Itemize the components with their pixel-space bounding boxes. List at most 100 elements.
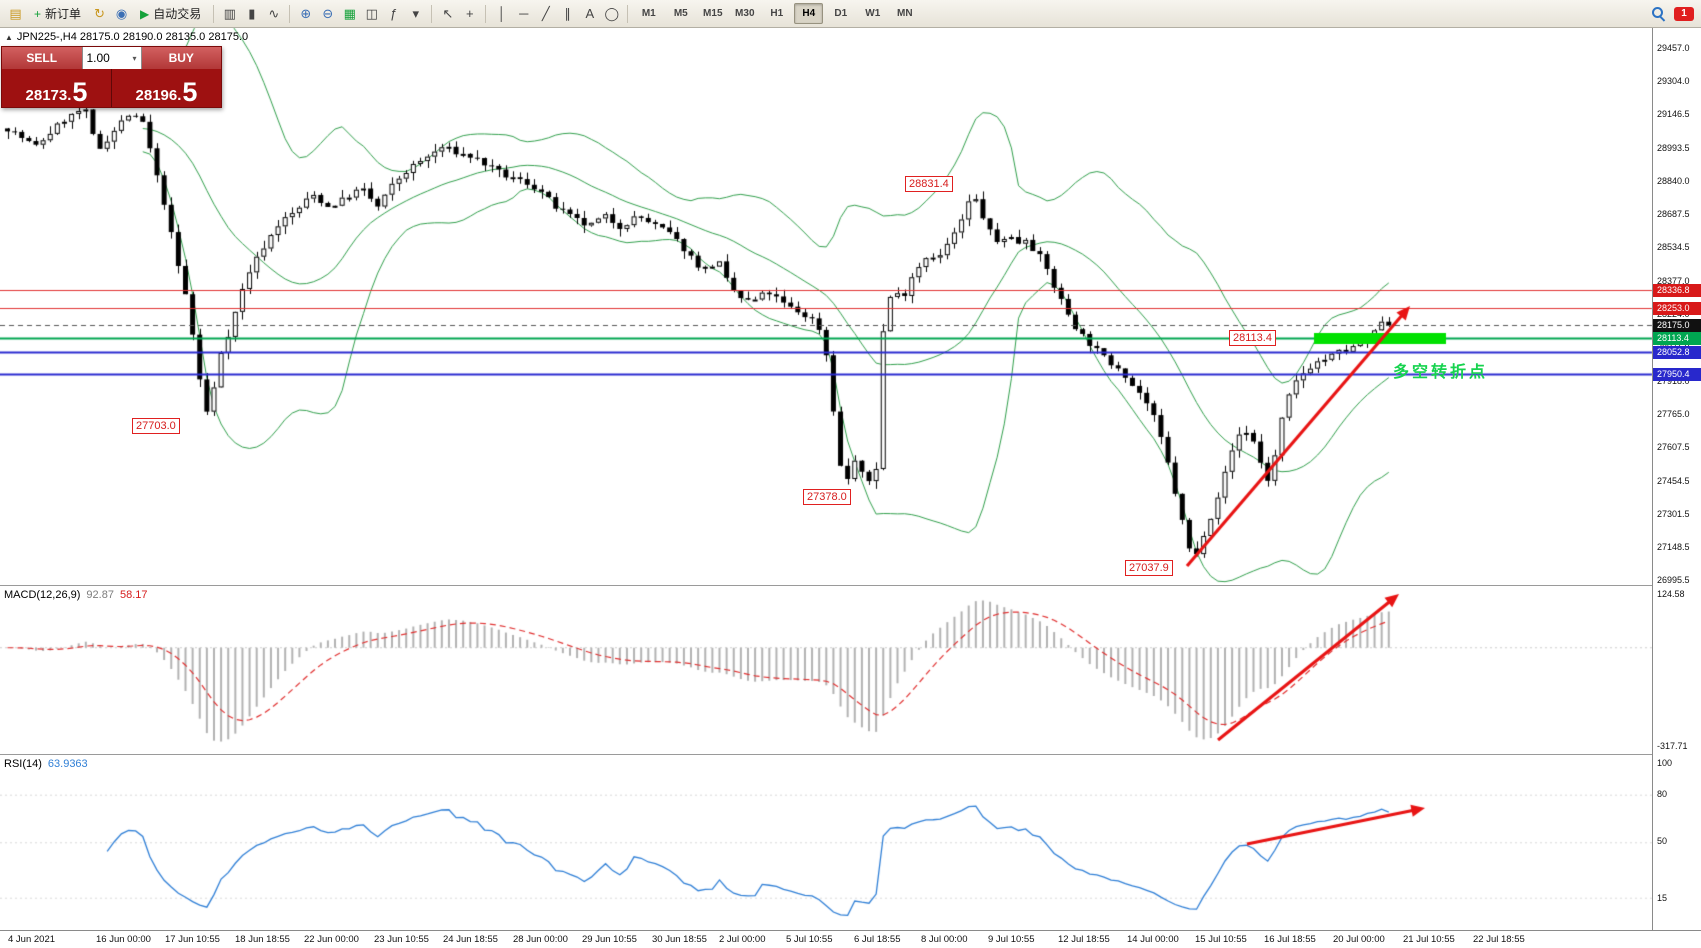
shapes-tool-icon[interactable]: ◯ bbox=[604, 5, 620, 21]
time-axis-label: 16 Jun 00:00 bbox=[96, 934, 151, 945]
indicators-icon[interactable]: ƒ bbox=[390, 6, 398, 21]
tf-button-m15[interactable]: M15 bbox=[703, 8, 723, 19]
text-tool-icon[interactable]: A bbox=[585, 6, 595, 21]
new-order-label: 新订单 bbox=[45, 7, 82, 21]
price-callout[interactable]: 27378.0 bbox=[803, 489, 851, 505]
time-axis-label: 6 Jul 18:55 bbox=[854, 934, 901, 945]
buy-button[interactable]: 28196. 5 bbox=[112, 69, 221, 107]
price-callout[interactable]: 28113.4 bbox=[1229, 330, 1276, 346]
sell-button[interactable]: 28173. 5 bbox=[2, 69, 112, 107]
time-axis-label: 16 Jul 18:55 bbox=[1264, 934, 1316, 945]
price-tick: 27301.5 bbox=[1657, 509, 1690, 519]
rsi-axis-tick: 100 bbox=[1657, 758, 1673, 768]
tile-windows-icon[interactable]: ▦ bbox=[343, 5, 356, 21]
price-callout[interactable]: 28831.4 bbox=[905, 176, 953, 192]
buy-header[interactable]: BUY bbox=[141, 47, 221, 69]
time-axis-label: 14 Jul 00:00 bbox=[1127, 934, 1179, 945]
time-axis-label: 30 Jun 18:55 bbox=[652, 934, 707, 945]
vertical-line-tool-icon[interactable]: │ bbox=[497, 6, 506, 21]
sell-header[interactable]: SELL bbox=[2, 47, 82, 69]
refresh-icon[interactable]: ↻ bbox=[94, 5, 105, 21]
one-click-trading-panel: SELL 1.00 ▾ BUY 28173. 5 28196. 5 bbox=[1, 46, 222, 108]
new-order-button[interactable]: + 新订单 bbox=[27, 3, 88, 25]
panel-separator[interactable] bbox=[0, 754, 1701, 755]
volume-input[interactable]: 1.00 ▾ bbox=[81, 47, 142, 69]
tf-button-mn[interactable]: MN bbox=[897, 8, 913, 19]
buy-price: 28196. bbox=[135, 86, 182, 104]
dropdown-icon[interactable]: ▾ bbox=[412, 5, 420, 21]
rsi-axis-tick: 15 bbox=[1657, 893, 1668, 903]
panel-separator[interactable] bbox=[0, 585, 1701, 586]
price-tick: 26995.5 bbox=[1657, 575, 1690, 585]
rsi-name: RSI(14) bbox=[4, 758, 42, 770]
toolbar-separator bbox=[431, 4, 433, 23]
plus-icon: + bbox=[34, 6, 42, 21]
layout-icon[interactable]: ◫ bbox=[365, 5, 378, 21]
price-marker: 28175.0 bbox=[1653, 318, 1701, 332]
macd-axis-tick: -317.71 bbox=[1657, 741, 1688, 751]
price-callout[interactable]: 27703.0 bbox=[132, 418, 180, 434]
time-axis-label: 22 Jul 18:55 bbox=[1473, 934, 1525, 945]
tf-button-h1[interactable]: H1 bbox=[770, 8, 784, 19]
macd-name: MACD(12,26,9) bbox=[4, 589, 81, 601]
channel-tool-icon[interactable]: ∥ bbox=[564, 5, 572, 21]
tf-button-w1[interactable]: W1 bbox=[865, 8, 881, 19]
trendline-tool-icon[interactable]: ╱ bbox=[541, 5, 550, 21]
tf-button-m30[interactable]: M30 bbox=[735, 8, 755, 19]
price-marker: 28253.0 bbox=[1653, 301, 1701, 315]
toolbar-separator bbox=[485, 4, 487, 23]
time-axis-label: 29 Jun 10:55 bbox=[582, 934, 637, 945]
play-icon: ▶ bbox=[140, 6, 150, 21]
price-axis[interactable]: 29457.0 29304.0 29146.5 28993.5 28840.0 28687… bbox=[1652, 28, 1701, 930]
notification-badge[interactable]: 1 bbox=[1674, 6, 1694, 21]
price-tick: 27148.5 bbox=[1657, 542, 1690, 552]
zoom-out-icon[interactable]: ⊖ bbox=[322, 5, 334, 21]
price-tick: 29146.5 bbox=[1657, 109, 1690, 119]
bar-chart-icon[interactable]: ▥ bbox=[223, 5, 236, 21]
price-tick: 27607.5 bbox=[1657, 442, 1690, 452]
autotrade-button[interactable]: ▶ 自动交易 bbox=[133, 3, 208, 25]
candlestick-icon[interactable]: ▮ bbox=[248, 5, 256, 21]
price-tick: 28840.0 bbox=[1657, 176, 1690, 186]
turning-point-note[interactable]: 多空转折点 bbox=[1393, 364, 1489, 381]
price-callout[interactable]: 27037.9 bbox=[1125, 560, 1173, 576]
buy-price-big-digit: 5 bbox=[182, 77, 198, 108]
symbol-ohlc-text: JPN225-,H4 28175.0 28190.0 28135.0 28175… bbox=[16, 31, 249, 43]
macd-signal-value: 58.17 bbox=[119, 589, 148, 601]
tf-button-m5[interactable]: M5 bbox=[673, 8, 688, 19]
macd-axis-tick: 124.58 bbox=[1657, 589, 1685, 599]
line-chart-icon[interactable]: ∿ bbox=[268, 5, 280, 21]
time-axis-label: 8 Jul 00:00 bbox=[921, 934, 968, 945]
crosshair-icon[interactable]: + bbox=[465, 6, 474, 21]
profile-icon[interactable]: ◉ bbox=[115, 5, 128, 21]
tf-button-h4[interactable]: H4 bbox=[794, 3, 824, 24]
rsi-axis-tick: 50 bbox=[1657, 836, 1668, 846]
toolbar-separator bbox=[627, 4, 629, 23]
horizontal-line-tool-icon[interactable]: ─ bbox=[519, 6, 529, 21]
cursor-icon[interactable]: ↖ bbox=[442, 5, 454, 21]
toolbar-right-group: 1 bbox=[1651, 6, 1696, 21]
price-tick: 27454.5 bbox=[1657, 476, 1690, 486]
toolbar: ▤ + 新订单 ↻ ◉ ▶ 自动交易 ▥ ▮ ∿ ⊕ ⊖ ▦ ◫ ƒ ▾ ↖ +… bbox=[0, 0, 1701, 28]
price-marker: 28052.8 bbox=[1653, 345, 1701, 359]
sell-price: 28173. bbox=[25, 86, 72, 104]
toolbar-separator bbox=[213, 4, 215, 23]
tf-button-d1[interactable]: D1 bbox=[834, 8, 848, 19]
tf-button-m1[interactable]: M1 bbox=[641, 8, 656, 19]
time-axis-label: 22 Jun 00:00 bbox=[304, 934, 359, 945]
time-axis-label: 23 Jun 10:55 bbox=[374, 934, 429, 945]
direction-up-icon: ▲ bbox=[5, 32, 13, 42]
rsi-label: RSI(14) 63.9363 bbox=[4, 758, 88, 770]
price-tick: 28377.0 bbox=[1657, 276, 1690, 286]
search-icon[interactable] bbox=[1651, 6, 1666, 21]
volume-dropdown-icon[interactable]: ▾ bbox=[132, 53, 137, 63]
time-axis[interactable]: 4 Jun 2021 16 Jun 00:00 17 Jun 10:55 18 Jun… bbox=[0, 930, 1701, 948]
time-axis-label: 9 Jul 10:55 bbox=[988, 934, 1035, 945]
time-axis-label: 18 Jun 18:55 bbox=[235, 934, 290, 945]
price-marker: 28336.8 bbox=[1653, 283, 1701, 297]
price-tick: 28687.5 bbox=[1657, 209, 1690, 219]
zoom-in-icon[interactable]: ⊕ bbox=[300, 5, 312, 21]
new-chart-icon[interactable]: ▤ bbox=[9, 5, 22, 21]
